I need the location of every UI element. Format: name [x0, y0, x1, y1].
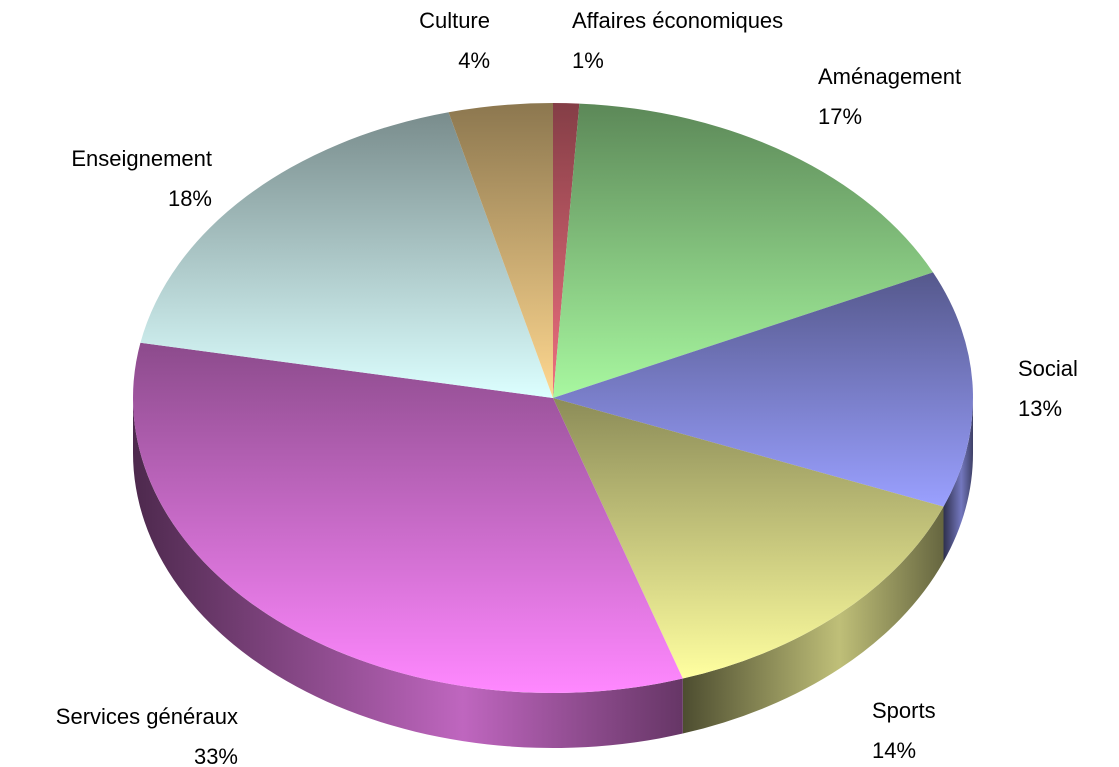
- pie-slice: [553, 398, 944, 679]
- slice-label: Aménagement: [818, 64, 961, 89]
- slice-value-label: 14%: [872, 738, 916, 763]
- pie-side: [133, 398, 683, 748]
- slice-value-label: 13%: [1018, 396, 1062, 421]
- slice-label: Enseignement: [71, 146, 212, 171]
- pie-slice: [553, 103, 934, 398]
- slice-value-label: 17%: [818, 104, 862, 129]
- pie-slice: [553, 272, 973, 507]
- pie-slice: [133, 342, 683, 693]
- slice-value-label: 33%: [194, 744, 238, 767]
- pie-side: [943, 398, 974, 562]
- slice-value-label: 4%: [458, 48, 490, 73]
- slice-label: Culture: [419, 8, 490, 33]
- slice-label: Services généraux: [56, 704, 238, 729]
- pie-slice: [448, 103, 553, 398]
- slice-label: Sports: [872, 698, 936, 723]
- slice-label: Affaires économiques: [572, 8, 783, 33]
- pie-side: [682, 506, 944, 734]
- slice-value-label: 18%: [168, 186, 212, 211]
- pie-slice: [140, 112, 553, 398]
- slice-value-label: 1%: [572, 48, 604, 73]
- pie-slice: [553, 103, 580, 398]
- slice-label: Social: [1018, 356, 1078, 381]
